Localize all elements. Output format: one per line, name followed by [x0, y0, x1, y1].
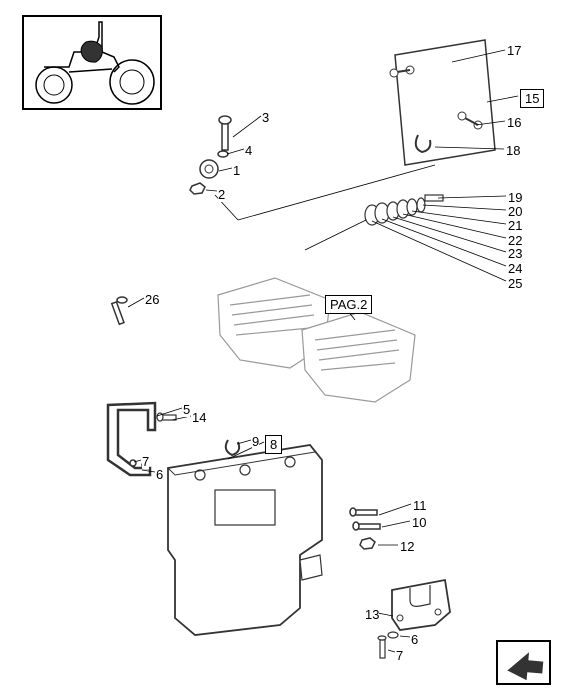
- pag-label: PAG.2: [325, 295, 372, 314]
- callout-2: 2: [218, 187, 225, 202]
- callout-13: 13: [365, 607, 379, 622]
- callout-25: 25: [508, 276, 522, 291]
- callout-16: 16: [507, 115, 521, 130]
- callout-6: 6: [156, 467, 163, 482]
- part-footrest-left: [218, 278, 330, 368]
- corner-nav-icon[interactable]: [496, 640, 551, 685]
- callout-11: 11: [413, 498, 427, 513]
- part-bolt-3: [218, 116, 231, 157]
- part-bracket-13: [392, 580, 450, 630]
- callout-15: 15: [520, 89, 544, 108]
- callout-3: 3: [262, 110, 269, 125]
- part-panel-17: [390, 40, 495, 165]
- callout-20: 20: [508, 204, 522, 219]
- callout-1: 1: [233, 163, 240, 178]
- part-washer-stack: [305, 195, 443, 250]
- callout-14: 14: [192, 410, 206, 425]
- thumbnail-box: [22, 15, 162, 110]
- callout-7: 7: [396, 648, 403, 663]
- callout-10: 10: [412, 515, 426, 530]
- part-main-plate-8: [168, 440, 322, 635]
- callout-17: 17: [507, 43, 521, 58]
- callout-5: 5: [183, 402, 190, 417]
- part-footrest-right: [302, 312, 415, 402]
- callout-24: 24: [508, 261, 522, 276]
- part-bolt-26: [112, 297, 127, 324]
- callout-9: 9: [252, 434, 259, 449]
- callout-23: 23: [508, 246, 522, 261]
- part-bolts-10-12: [350, 508, 380, 549]
- part-bolt-6-7-bottom: [378, 632, 398, 658]
- callout-26: 26: [145, 292, 159, 307]
- part-nut-2: [190, 183, 205, 194]
- callout-18: 18: [506, 143, 520, 158]
- callout-19: 19: [508, 190, 522, 205]
- callout-7: 7: [142, 454, 149, 469]
- callout-6: 6: [411, 632, 418, 647]
- callout-4: 4: [245, 143, 252, 158]
- callout-12: 12: [400, 539, 414, 554]
- callout-21: 21: [508, 218, 522, 233]
- part-bolt-14: [157, 413, 176, 421]
- part-plug-1: [200, 160, 218, 178]
- callout-8: 8: [265, 435, 282, 454]
